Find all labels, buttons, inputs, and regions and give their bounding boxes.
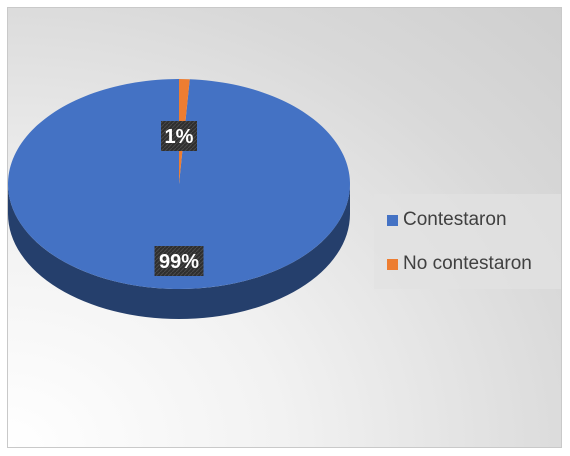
data-label-no-contestaron: 1% — [165, 126, 194, 148]
chart-legend: Contestaron No contestaron — [374, 194, 561, 289]
data-label-box — [161, 121, 197, 151]
pie-data-labels: 99% 1% — [154, 121, 204, 276]
data-label-box — [154, 246, 204, 276]
pie-chart: 99% 1% — [8, 79, 350, 319]
legend-label: No contestaron — [403, 253, 532, 274]
chart-area: 99% 1% Contestaron No contestaron — [7, 7, 562, 448]
legend-item-no-contestaron: No contestaron — [387, 252, 561, 276]
legend-swatch — [387, 214, 398, 226]
legend-item-contestaron: Contestaron — [387, 208, 561, 232]
legend-label: Contestaron — [403, 209, 507, 230]
legend-swatch — [387, 258, 398, 270]
pie-slice-contestaron — [8, 79, 350, 289]
pie-depth-side — [8, 184, 350, 319]
data-label-contestaron: 99% — [159, 251, 199, 273]
pie-side-contestaron — [8, 184, 350, 319]
